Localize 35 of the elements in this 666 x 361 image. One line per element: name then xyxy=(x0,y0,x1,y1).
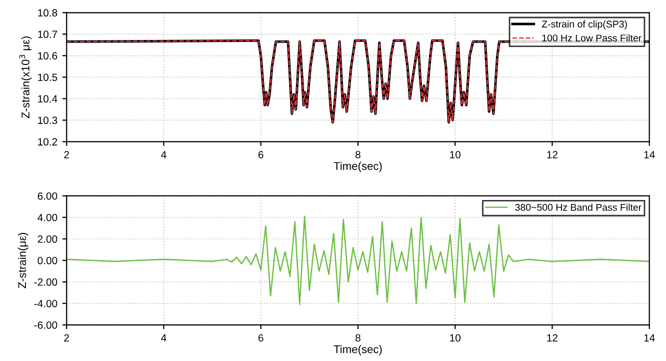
x-tick-label: 12 xyxy=(547,150,558,158)
legend-label: Z-strain of clip(SP3) xyxy=(542,20,627,30)
y-tick-label: -4.00 xyxy=(34,300,58,308)
x-tick-label: 8 xyxy=(356,334,360,342)
x-tick-label: 14 xyxy=(644,334,655,342)
y-tick-label: -6.00 xyxy=(34,321,58,329)
y-tick-label: 0.00 xyxy=(38,256,58,264)
y-tick-label: 10.8 xyxy=(38,9,58,17)
x-tick-label: 4 xyxy=(161,151,166,158)
x-tick-label: 14 xyxy=(644,151,655,158)
y-tick-label: 4.00 xyxy=(38,214,58,222)
y-tick-label: -2.00 xyxy=(34,278,58,286)
x-tick-label: 10 xyxy=(450,334,460,342)
x-tick-label: 2 xyxy=(64,150,69,158)
legend-label: 380~500 Hz Band Pass Filter xyxy=(515,204,642,211)
x-tick-label: 6 xyxy=(258,150,264,158)
x-axis-title: Time(sec) xyxy=(334,345,382,356)
x-tick-label: 2 xyxy=(64,334,69,342)
y-tick-label: 10.6 xyxy=(38,52,58,60)
x-tick-label: 10 xyxy=(450,150,460,158)
y-tick-label: 6.00 xyxy=(38,192,58,200)
y-tick-label: 10.3 xyxy=(38,116,58,124)
x-axis-title: Time(sec) xyxy=(334,162,382,172)
y-axis-title: Z-strain(x10$^{3}$ με) xyxy=(19,36,32,118)
y-tick-label: 10.5 xyxy=(38,74,58,82)
y-tick-label: 10.2 xyxy=(38,138,58,146)
y-tick-label: 10.7 xyxy=(38,30,58,38)
x-tick-label: 4 xyxy=(161,334,166,342)
y-axis-title: Z-strain(με) xyxy=(18,232,28,288)
x-tick-label: 8 xyxy=(356,150,360,158)
legend-label: 100 Hz Low Pass Filter xyxy=(542,34,642,42)
x-tick-label: 6 xyxy=(258,334,264,342)
x-tick-label: 12 xyxy=(547,334,558,342)
y-tick-label: 10.4 xyxy=(38,95,58,103)
y-tick-label: 2.00 xyxy=(38,235,58,243)
